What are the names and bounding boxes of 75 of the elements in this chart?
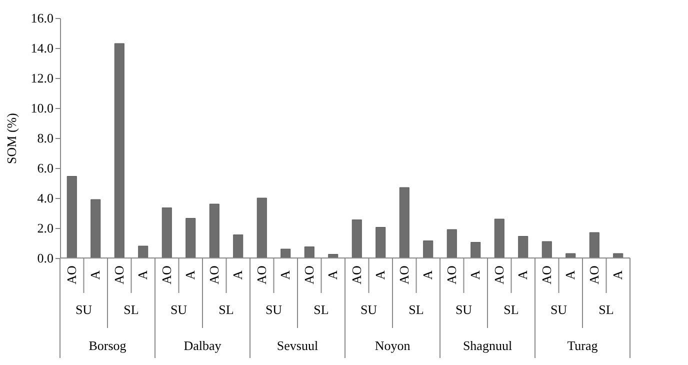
text: SL	[408, 302, 424, 317]
x-tick-label: AO	[444, 266, 459, 284]
y-tick-label: 0.0	[37, 250, 54, 266]
y-tick-label: 10.0	[30, 100, 54, 116]
text: SL	[218, 302, 234, 317]
x-tick-label: A	[562, 270, 578, 280]
text: SU	[550, 302, 568, 317]
y-tick-label: 14.0	[30, 40, 54, 56]
bar	[470, 242, 481, 258]
x-tick-label: AO	[538, 266, 554, 284]
text: SU	[265, 302, 283, 317]
x-tick-label: AO	[64, 266, 79, 284]
text: SU	[170, 302, 188, 317]
y-tick-label: 16.0	[30, 10, 54, 26]
text: SU	[455, 302, 473, 317]
bar	[494, 218, 504, 258]
x-tick-label: A	[278, 270, 293, 280]
x-tick-label: AO	[111, 266, 126, 284]
x-tick-label: A	[420, 270, 436, 280]
x-tick-label: A	[88, 270, 103, 280]
y-tick-label: 4.0	[37, 190, 54, 206]
x-tick-label: A	[372, 270, 388, 280]
text: Turag	[567, 338, 598, 353]
bar	[566, 253, 576, 258]
bar	[233, 234, 244, 258]
text: SL	[314, 302, 329, 317]
bar	[446, 229, 457, 258]
x-tick-label: A	[325, 270, 340, 280]
bar	[589, 232, 600, 258]
bar	[186, 218, 196, 258]
bar	[90, 199, 101, 258]
bar	[114, 43, 124, 258]
bar	[209, 204, 220, 258]
x-tick-label: A	[135, 270, 150, 280]
bar	[280, 248, 291, 258]
bar	[352, 220, 362, 258]
text: Noyon	[374, 338, 411, 353]
x-tick-label: AO	[301, 266, 316, 284]
text: Sevsuul	[276, 338, 318, 353]
text: SL	[598, 302, 614, 317]
text: Dalbay	[184, 338, 222, 353]
bar	[542, 241, 552, 258]
text: Shagnuul	[462, 338, 512, 353]
text: SU	[360, 302, 378, 317]
bar	[423, 240, 434, 258]
text: SL	[504, 302, 519, 317]
x-tick-label: AO	[491, 266, 506, 284]
text: SL	[124, 302, 139, 317]
x-tick-label: A	[230, 270, 246, 280]
x-tick-label: AO	[396, 266, 412, 284]
y-tick-label: 12.0	[30, 70, 54, 86]
x-tick-label: AO	[348, 266, 364, 284]
bar	[376, 227, 386, 258]
bar	[256, 198, 267, 258]
x-tick-label: AO	[206, 266, 222, 284]
text: Borsog	[88, 338, 127, 353]
bar	[399, 187, 410, 258]
x-tick-label: AO	[586, 266, 602, 284]
y-tick-label: 2.0	[37, 220, 54, 236]
x-tick-label: A	[515, 270, 530, 280]
bar	[162, 208, 172, 258]
x-tick-label: A	[182, 270, 198, 280]
y-axis-title: SOM (%)	[4, 113, 19, 164]
bar	[518, 236, 528, 258]
x-tick-label: A	[610, 270, 626, 280]
x-tick-label: AO	[158, 266, 174, 284]
x-tick-label: AO	[254, 266, 269, 284]
y-tick-label: 8.0	[37, 130, 54, 146]
bar	[613, 253, 624, 258]
bar	[66, 176, 77, 258]
x-tick-label: A	[468, 270, 483, 280]
bar	[304, 246, 314, 258]
y-tick-label: 6.0	[37, 160, 54, 176]
bar	[138, 246, 148, 258]
text: SU	[75, 302, 93, 317]
